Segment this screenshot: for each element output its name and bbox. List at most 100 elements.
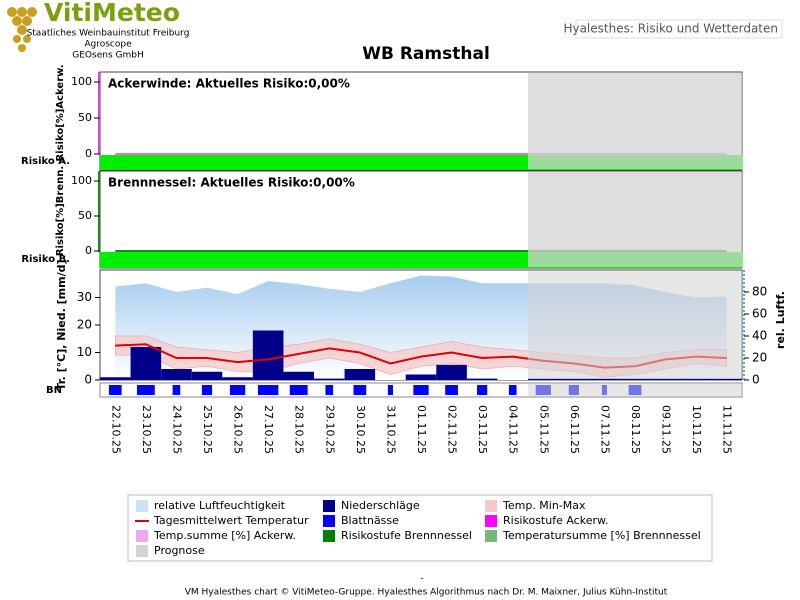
leaf-wetness [387, 385, 393, 395]
precipitation-bar [619, 378, 651, 380]
risk-stage [283, 252, 315, 268]
legend-swatch [485, 500, 497, 512]
risk-stage [161, 252, 193, 268]
risk-stage [436, 252, 468, 268]
legend-label: Blattnässe [341, 514, 399, 527]
legend-swatch [323, 500, 335, 512]
risk-stage [191, 252, 223, 268]
y-tick-label: 0 [85, 147, 92, 160]
x-tick-label: 27.10.25 [262, 405, 275, 454]
x-tick-label: 07.11.25 [598, 405, 611, 454]
precipitation-bar [283, 371, 314, 380]
x-tick-label: 23.10.25 [140, 405, 153, 454]
legend-label: Niederschläge [341, 499, 420, 512]
institution: Agroscope [84, 40, 132, 50]
risk-stage [497, 155, 529, 170]
y-tick-label: 30 [77, 290, 92, 304]
x-tick-label: 01.11.25 [415, 405, 428, 454]
risk-stage [344, 252, 376, 268]
x-tick-label: 30.10.25 [354, 405, 367, 454]
precipitation-bar [314, 378, 345, 380]
risk-stage [314, 252, 346, 268]
precipitation-bar [650, 378, 681, 380]
precipitation-bar [528, 378, 559, 380]
precipitation-bar [466, 378, 498, 380]
leaf-wetness [172, 385, 181, 395]
y-tick-label: 100 [71, 174, 92, 187]
y-label: Risiko[%]Ackerw. [55, 64, 66, 161]
legend-label: Prognose [154, 544, 205, 557]
x-tick-label: 05.11.25 [537, 405, 550, 454]
risk-stage [100, 155, 132, 170]
legend-swatch [485, 530, 497, 542]
precipitation-bar [436, 364, 467, 380]
risk-stage [130, 155, 162, 170]
y-tick-label: 0 [85, 244, 92, 257]
y2-tick-label: 60 [752, 307, 767, 321]
y2-label: rel. Luftf. [774, 291, 787, 349]
precipitation-bar [680, 378, 712, 380]
leaf-wetness [201, 385, 213, 395]
leaf-wetness [325, 385, 334, 395]
risk-stage [314, 155, 346, 170]
precipitation-bar [100, 377, 131, 380]
legend-swatch [323, 530, 335, 542]
leaf-wetness [229, 385, 246, 395]
precipitation-bar [191, 371, 223, 380]
logo: VitiMeteo [44, 0, 180, 27]
risk-stage [405, 252, 437, 268]
precipitation-bar [405, 374, 437, 380]
x-tick-label: 28.10.25 [293, 405, 306, 454]
x-tick-label: 26.10.25 [232, 405, 245, 454]
y-tick-label: 10 [77, 345, 92, 359]
logo-grapes [7, 7, 37, 52]
precipitation-bar [161, 369, 192, 380]
y-label: Tr. [°C], Nied. [mm/d] [55, 260, 68, 391]
precipitation-bar [344, 369, 376, 380]
panel-title: Ackerwinde: Aktuelles Risiko:0,00% [108, 77, 350, 91]
x-tick-label: 10.11.25 [690, 405, 703, 454]
legend-swatch [485, 515, 497, 527]
legend-swatch [136, 545, 148, 557]
x-tick-label: 06.11.25 [568, 405, 581, 454]
x-tick-label: 04.11.25 [507, 405, 520, 454]
legend-label: Temperatursumme [%] Brennnessel [502, 529, 701, 542]
bn-label: BN [46, 385, 62, 396]
legend-swatch [136, 530, 148, 542]
precipitation-bar [252, 330, 284, 380]
risk-stage [344, 155, 376, 170]
y-tick-label: 0 [84, 373, 92, 387]
y-tick-label: 50 [78, 111, 92, 124]
legend-swatch [136, 500, 148, 512]
leaf-wetness [136, 385, 155, 395]
x-tick-label: 09.11.25 [660, 405, 673, 454]
leaf-wetness [477, 385, 488, 395]
band-label: Risiko B. [21, 254, 70, 265]
risk-stage [130, 252, 162, 268]
risk-stage [252, 155, 284, 170]
x-tick-label: 24.10.25 [170, 405, 183, 454]
institution: GEOsens GmbH [72, 51, 143, 61]
y-label: Risiko[%]Brenn. [55, 166, 66, 256]
legend-swatch [323, 515, 335, 527]
y2-tick-label: 20 [752, 351, 767, 365]
tab-label[interactable]: Hyalesthes: Risiko und Wetterdaten [563, 22, 778, 36]
leaf-wetness [257, 385, 279, 395]
precipitation-bar [711, 378, 742, 380]
forecast [528, 271, 742, 379]
y2-tick-label: 40 [752, 329, 767, 343]
x-tick-label: 02.11.25 [446, 405, 459, 454]
legend-box [127, 494, 713, 562]
x-tick-label: 22.10.25 [109, 405, 122, 454]
x-tick-label: 29.10.25 [323, 405, 336, 454]
legend-label: Temp.summe [%] Ackerw. [153, 529, 296, 542]
leaf-wetness [413, 385, 429, 395]
risk-stage [161, 155, 193, 170]
leaf-wetness [289, 385, 308, 395]
forecast [528, 384, 742, 396]
risk-stage [283, 155, 315, 170]
x-tick-label: 31.10.25 [384, 405, 397, 454]
leaf-wetness [445, 385, 458, 395]
risk-stage [466, 252, 498, 268]
tab[interactable] [575, 19, 783, 39]
